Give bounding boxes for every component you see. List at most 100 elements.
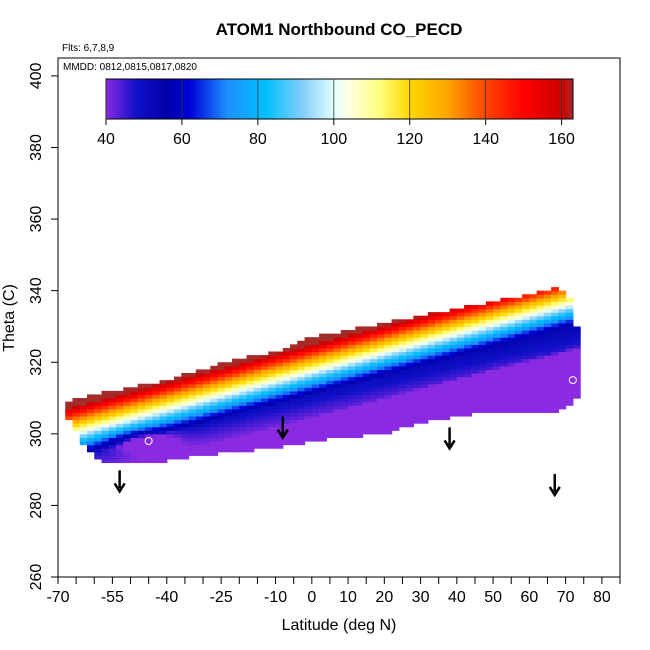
co-cell xyxy=(116,394,124,399)
co-cell xyxy=(319,372,327,378)
co-cell xyxy=(398,394,407,399)
co-cell xyxy=(485,351,494,356)
co-cell xyxy=(514,405,523,410)
co-cell xyxy=(94,394,103,399)
co-cell xyxy=(116,415,124,421)
dates-label: MMDD: 0812,0815,0817,0820 xyxy=(63,62,197,73)
co-cell xyxy=(275,437,284,442)
co-cell xyxy=(529,297,538,302)
co-cell xyxy=(174,440,182,446)
co-cell xyxy=(311,405,320,410)
co-cell xyxy=(565,326,574,331)
co-cell xyxy=(159,380,168,385)
co-cell xyxy=(239,372,248,378)
colorbar-tick-label: 80 xyxy=(249,131,267,148)
co-cell xyxy=(420,365,429,370)
co-cell xyxy=(493,312,501,317)
co-cell xyxy=(565,340,574,345)
co-cell xyxy=(137,405,146,410)
co-cell xyxy=(572,376,581,381)
co-cell xyxy=(268,351,277,356)
co-cell xyxy=(536,408,545,413)
co-cell xyxy=(471,344,480,349)
co-cell xyxy=(72,401,81,406)
co-cell xyxy=(471,376,480,381)
co-cell xyxy=(195,437,204,442)
co-cell xyxy=(130,448,139,453)
co-cell xyxy=(174,448,182,453)
co-cell xyxy=(565,369,574,374)
co-cell xyxy=(551,315,559,320)
co-cell xyxy=(464,337,472,342)
co-cell xyxy=(529,337,538,342)
co-cell xyxy=(87,412,95,417)
co-cell xyxy=(572,351,581,356)
co-cell xyxy=(224,394,233,399)
co-cell xyxy=(246,415,255,421)
co-cell xyxy=(536,387,545,392)
co-cell xyxy=(304,347,313,353)
co-cell xyxy=(174,444,182,449)
co-cell xyxy=(420,344,429,349)
co-cell xyxy=(558,383,567,388)
co-cell xyxy=(377,372,385,378)
co-cell xyxy=(348,365,356,370)
co-cell xyxy=(79,415,88,421)
co-cell xyxy=(420,355,429,360)
co-cell xyxy=(297,405,306,410)
co-cell xyxy=(290,440,298,446)
co-cell xyxy=(188,426,197,431)
co-cell xyxy=(464,358,472,363)
co-cell xyxy=(500,401,509,406)
co-cell xyxy=(94,405,103,410)
co-cell xyxy=(174,437,182,442)
co-cell xyxy=(166,433,175,439)
co-cell xyxy=(290,362,298,367)
co-cell xyxy=(514,401,523,406)
co-cell xyxy=(326,383,335,388)
co-cell xyxy=(456,326,465,331)
co-cell xyxy=(145,419,153,424)
co-cell xyxy=(565,390,574,396)
co-cell xyxy=(130,444,139,449)
co-cell xyxy=(253,426,262,431)
co-cell xyxy=(514,372,523,378)
co-cell xyxy=(253,387,262,392)
co-cell xyxy=(188,440,197,446)
co-cell xyxy=(377,419,385,424)
co-cell xyxy=(275,365,284,370)
co-cell xyxy=(398,362,407,367)
co-cell xyxy=(514,390,523,396)
co-cell xyxy=(304,383,313,388)
co-cell xyxy=(551,380,559,385)
co-cell xyxy=(311,347,320,353)
co-cell xyxy=(145,383,153,388)
co-cell xyxy=(65,412,74,417)
co-cell xyxy=(261,444,269,449)
co-cell xyxy=(297,412,306,417)
co-cell xyxy=(435,365,443,370)
co-cell xyxy=(326,365,335,370)
co-cell xyxy=(348,430,356,435)
co-cell xyxy=(478,394,487,399)
co-cell xyxy=(253,430,262,435)
co-cell xyxy=(449,351,458,356)
co-cell xyxy=(137,448,146,453)
co-cell xyxy=(572,340,581,345)
co-cell xyxy=(406,383,414,388)
co-cell xyxy=(449,358,458,363)
co-cell xyxy=(275,376,284,381)
co-cell xyxy=(369,355,378,360)
co-cell xyxy=(427,333,436,338)
co-cell xyxy=(478,312,487,317)
co-cell xyxy=(420,362,429,367)
co-cell xyxy=(210,415,219,421)
co-cell xyxy=(551,362,559,367)
co-cell xyxy=(485,376,494,381)
co-cell xyxy=(572,347,581,353)
co-cell xyxy=(558,308,567,313)
co-cell xyxy=(123,415,132,421)
co-cell xyxy=(551,398,559,403)
co-cell xyxy=(572,344,581,349)
co-cell xyxy=(130,390,139,396)
